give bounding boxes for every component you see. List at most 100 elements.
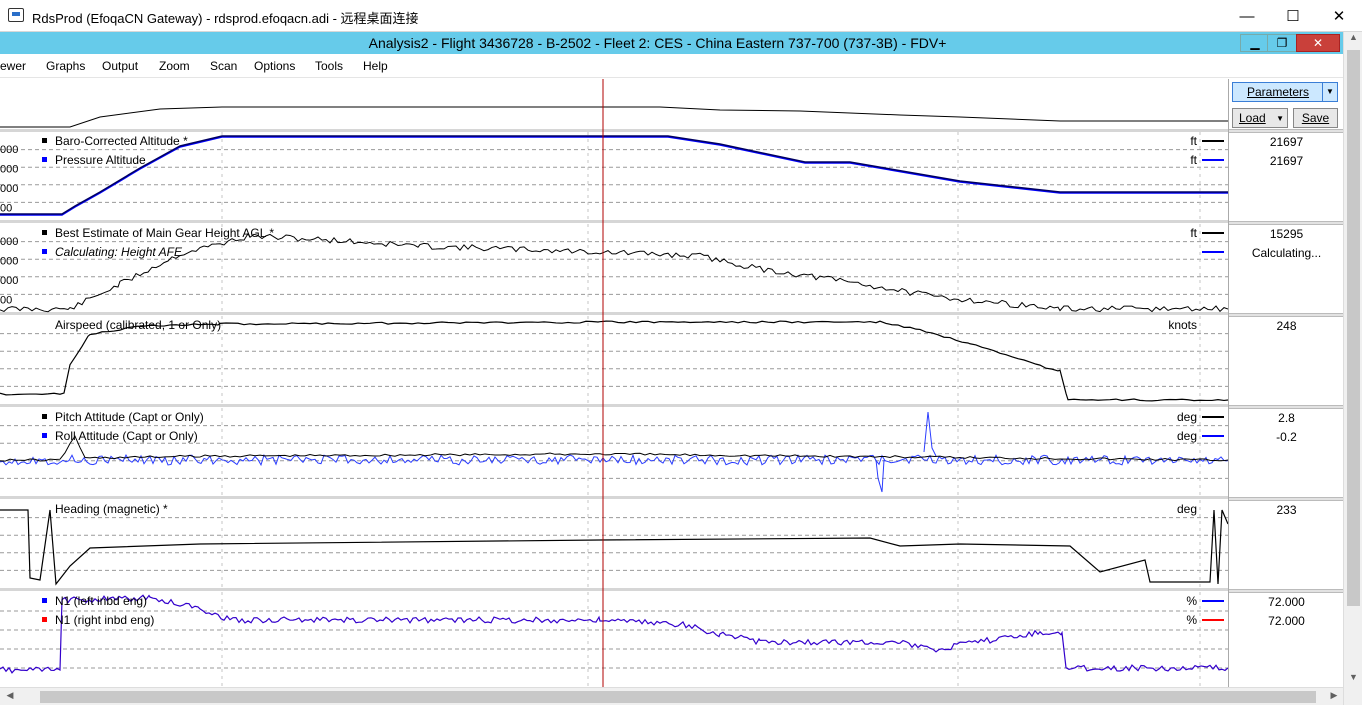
parameter-value: 248 [1276,319,1297,333]
parameter-value: 21697 [1269,135,1304,149]
parameter-value: 233 [1276,503,1297,517]
minimize-button[interactable]: — [1239,7,1255,25]
inner-close-button[interactable]: ✕ [1296,34,1340,52]
inner-restore-button[interactable]: ❐ [1267,34,1297,52]
legend-label[interactable]: Pitch Attitude (Capt or Only) [55,410,204,424]
menu-scan[interactable]: Scan [210,59,238,73]
unit-label: knots [1168,318,1197,332]
scroll-left-arrow-icon[interactable]: ◀ [6,690,14,700]
graphs-canvas[interactable]: Baro-Corrected Altitude * ft Pressure Alti… [0,79,1229,687]
load-dropdown-icon: ▼ [1276,113,1284,123]
parameter-value: 15295 [1269,227,1304,241]
legend-label[interactable]: N1 (left inbd eng) [55,594,147,608]
roll-attitude-peak [923,411,937,457]
airspeed-trace [0,320,1229,402]
value-panel-divider [1229,313,1344,317]
outer-window-titlebar: RdsProd (EfoqaCN Gateway) - rdsprod.efoq… [0,0,1362,32]
legend-swatch [42,157,47,162]
parameter-value: 72.000 [1268,614,1305,628]
unit-label: deg [1177,502,1197,516]
panel-splitter[interactable] [0,588,1228,591]
horizontal-scrollbar[interactable]: ◀ ▶ [0,687,1343,705]
remote-desktop-icon [8,8,24,22]
legend-swatch [42,249,47,254]
panel-splitter[interactable] [0,312,1228,315]
panel-splitter[interactable] [0,496,1228,499]
panel-splitter[interactable] [0,129,1228,132]
legend-label[interactable]: Roll Attitude (Capt or Only) [55,429,198,443]
roll-attitude-spike [875,459,885,493]
unit-label: % [1186,594,1197,608]
parameter-value: 21697 [1269,154,1304,168]
menu-viewer[interactable]: ewer [0,59,27,73]
graph-area[interactable]: Baro-Corrected Altitude * ft Pressure Alti… [0,79,1229,687]
parameter-value: Calculating... [1251,246,1322,260]
analysis-window-titlebar: Analysis2 - Flight 3436728 - B-2502 - Fl… [0,32,1345,54]
save-label: Save [1301,111,1330,125]
legend-label[interactable]: N1 (right inbd eng) [55,613,154,627]
legend-swatch [42,598,47,603]
baro-altitude-trace [0,135,1228,215]
legend-label[interactable]: Baro-Corrected Altitude * [55,134,188,148]
value-panel-divider [1229,405,1344,409]
parameter-value: -0.2 [1276,430,1297,444]
scroll-right-arrow-icon[interactable]: ▶ [1330,690,1338,700]
vertical-scroll-thumb[interactable] [1347,50,1360,606]
value-panel-divider [1229,221,1344,225]
legend-label[interactable]: Calculating: Height AFE [55,245,183,259]
legend-label[interactable]: Heading (magnetic) * [55,502,168,516]
load-button[interactable]: Load ▼ [1232,108,1288,128]
maximize-button[interactable]: ☐ [1286,8,1300,25]
y-tick-label: 000 [0,183,18,195]
close-button[interactable]: ✕ [1332,8,1346,25]
value-panel-divider [1229,129,1344,133]
parameters-label: Parameters [1246,85,1310,99]
pressure-altitude-trace [0,136,1228,216]
horizontal-scroll-thumb[interactable] [40,691,1316,703]
scroll-down-arrow-icon[interactable]: ▼ [1349,672,1358,682]
parameters-dropdown-icon[interactable]: ▼ [1322,83,1337,101]
inner-minimize-button[interactable]: ▁ [1240,34,1270,52]
gear-height-trace [0,232,1229,313]
graph-panel-height[interactable] [0,224,1228,312]
y-tick-label: 000 [0,275,18,287]
panel-splitter[interactable] [0,220,1228,223]
parameter-value: 2.8 [1278,411,1295,425]
graph-panel-n1[interactable] [0,592,1228,687]
legend-swatch [42,230,47,235]
menu-options[interactable]: Options [254,59,296,73]
value-panel: Parameters ▼ Load ▼ Save 21697 21697 15295… [1228,79,1344,687]
value-panel-divider [1229,497,1344,501]
legend-label[interactable]: Best Estimate of Main Gear Height AGL * [55,226,274,240]
unit-label: deg [1177,410,1197,424]
graph-panel-attitude[interactable] [0,408,1228,496]
menu-tools[interactable]: Tools [315,59,344,73]
menu-output[interactable]: Output [102,59,139,73]
legend-label[interactable]: Airspeed (calibrated, 1 or Only) [55,318,221,332]
scroll-up-arrow-icon[interactable]: ▲ [1349,32,1358,42]
unit-label: ft [1190,153,1197,167]
y-tick-label: 000 [0,256,18,268]
y-tick-label: 00 [0,295,12,307]
menu-zoom[interactable]: Zoom [159,59,190,73]
parameters-button[interactable]: Parameters ▼ [1232,82,1338,102]
panel-splitter[interactable] [0,404,1228,407]
unit-label: deg [1177,429,1197,443]
n1-trace [0,594,1229,674]
overview-trace [0,106,1228,128]
graph-panel-overview[interactable] [0,79,1228,129]
unit-label: ft [1190,226,1197,240]
unit-label: ft [1190,134,1197,148]
value-panel-divider [1229,589,1344,593]
menu-help[interactable]: Help [363,59,388,73]
vertical-scrollbar[interactable]: ▲ ▼ [1343,32,1362,705]
save-button[interactable]: Save [1293,108,1338,128]
legend-swatch [42,433,47,438]
graph-panel-altitude[interactable] [0,132,1228,220]
menu-graphs[interactable]: Graphs [46,59,86,73]
roll-attitude-trace [0,453,1229,467]
unit-label: % [1186,613,1197,627]
legend-swatch [42,617,47,622]
pitch-attitude-trace [0,435,1229,462]
legend-label[interactable]: Pressure Altitude [55,153,146,167]
